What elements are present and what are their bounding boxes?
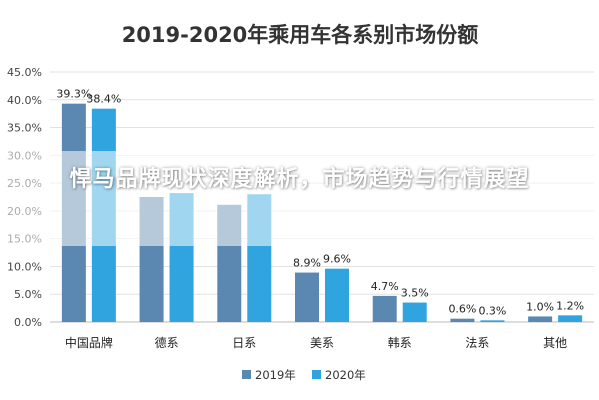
data-label: 8.9% [293,257,321,270]
x-tick-label: 美系 [310,336,334,350]
data-label: 1.0% [526,300,554,313]
legend-entry: 2019年 [255,368,296,382]
data-label: 38.4% [86,93,121,106]
overlay-banner [0,151,599,246]
x-tick-label: 中国品牌 [65,335,113,350]
legend-swatch [242,370,251,379]
x-tick-label: 韩系 [388,335,412,350]
y-tick-label: 45.0% [7,66,42,79]
y-tick-label: 35.0% [7,122,42,135]
legend: 2019年 2020年 [242,368,366,382]
data-labels: 39.3%38.4% 8.9% 9.6% 4.7%3.5% 0.6% 0.3% 1.0% 1.… [56,88,584,318]
chart-title: 2019-2020年乘用车各系别市场份额 [122,23,479,47]
y-tick-label: 0.0% [14,316,42,329]
data-label: 1.2% [556,299,584,312]
bar [372,295,397,322]
data-label: 0.3% [478,304,506,317]
y-tick-label: 5.0% [14,288,42,301]
legend-swatch [312,370,321,379]
data-label: 39.3% [56,88,91,101]
data-label: 0.6% [448,303,476,316]
legend-entry: 2020年 [325,368,366,382]
bar [558,315,583,322]
x-tick-label: 其他 [543,336,567,350]
data-label: 3.5% [401,287,429,300]
data-label: 4.7% [371,280,399,293]
bar [450,318,475,322]
bar [528,316,553,322]
x-tick-label: 日系 [232,336,256,350]
x-axis: 中国品牌 德系 日系 美系 韩系 法系 其他 [65,335,567,350]
bar [480,320,505,322]
y-tick-label: 10.0% [7,260,42,273]
x-tick-label: 法系 [465,336,489,350]
data-label: 9.6% [323,253,351,266]
bar [295,272,319,322]
overlay-headline: 悍马品牌现状深度解析，市场趋势与行情展望 [69,167,530,192]
bar [325,268,349,322]
bar [402,302,427,322]
x-tick-label: 德系 [155,335,179,350]
y-tick-label: 40.0% [7,94,42,107]
